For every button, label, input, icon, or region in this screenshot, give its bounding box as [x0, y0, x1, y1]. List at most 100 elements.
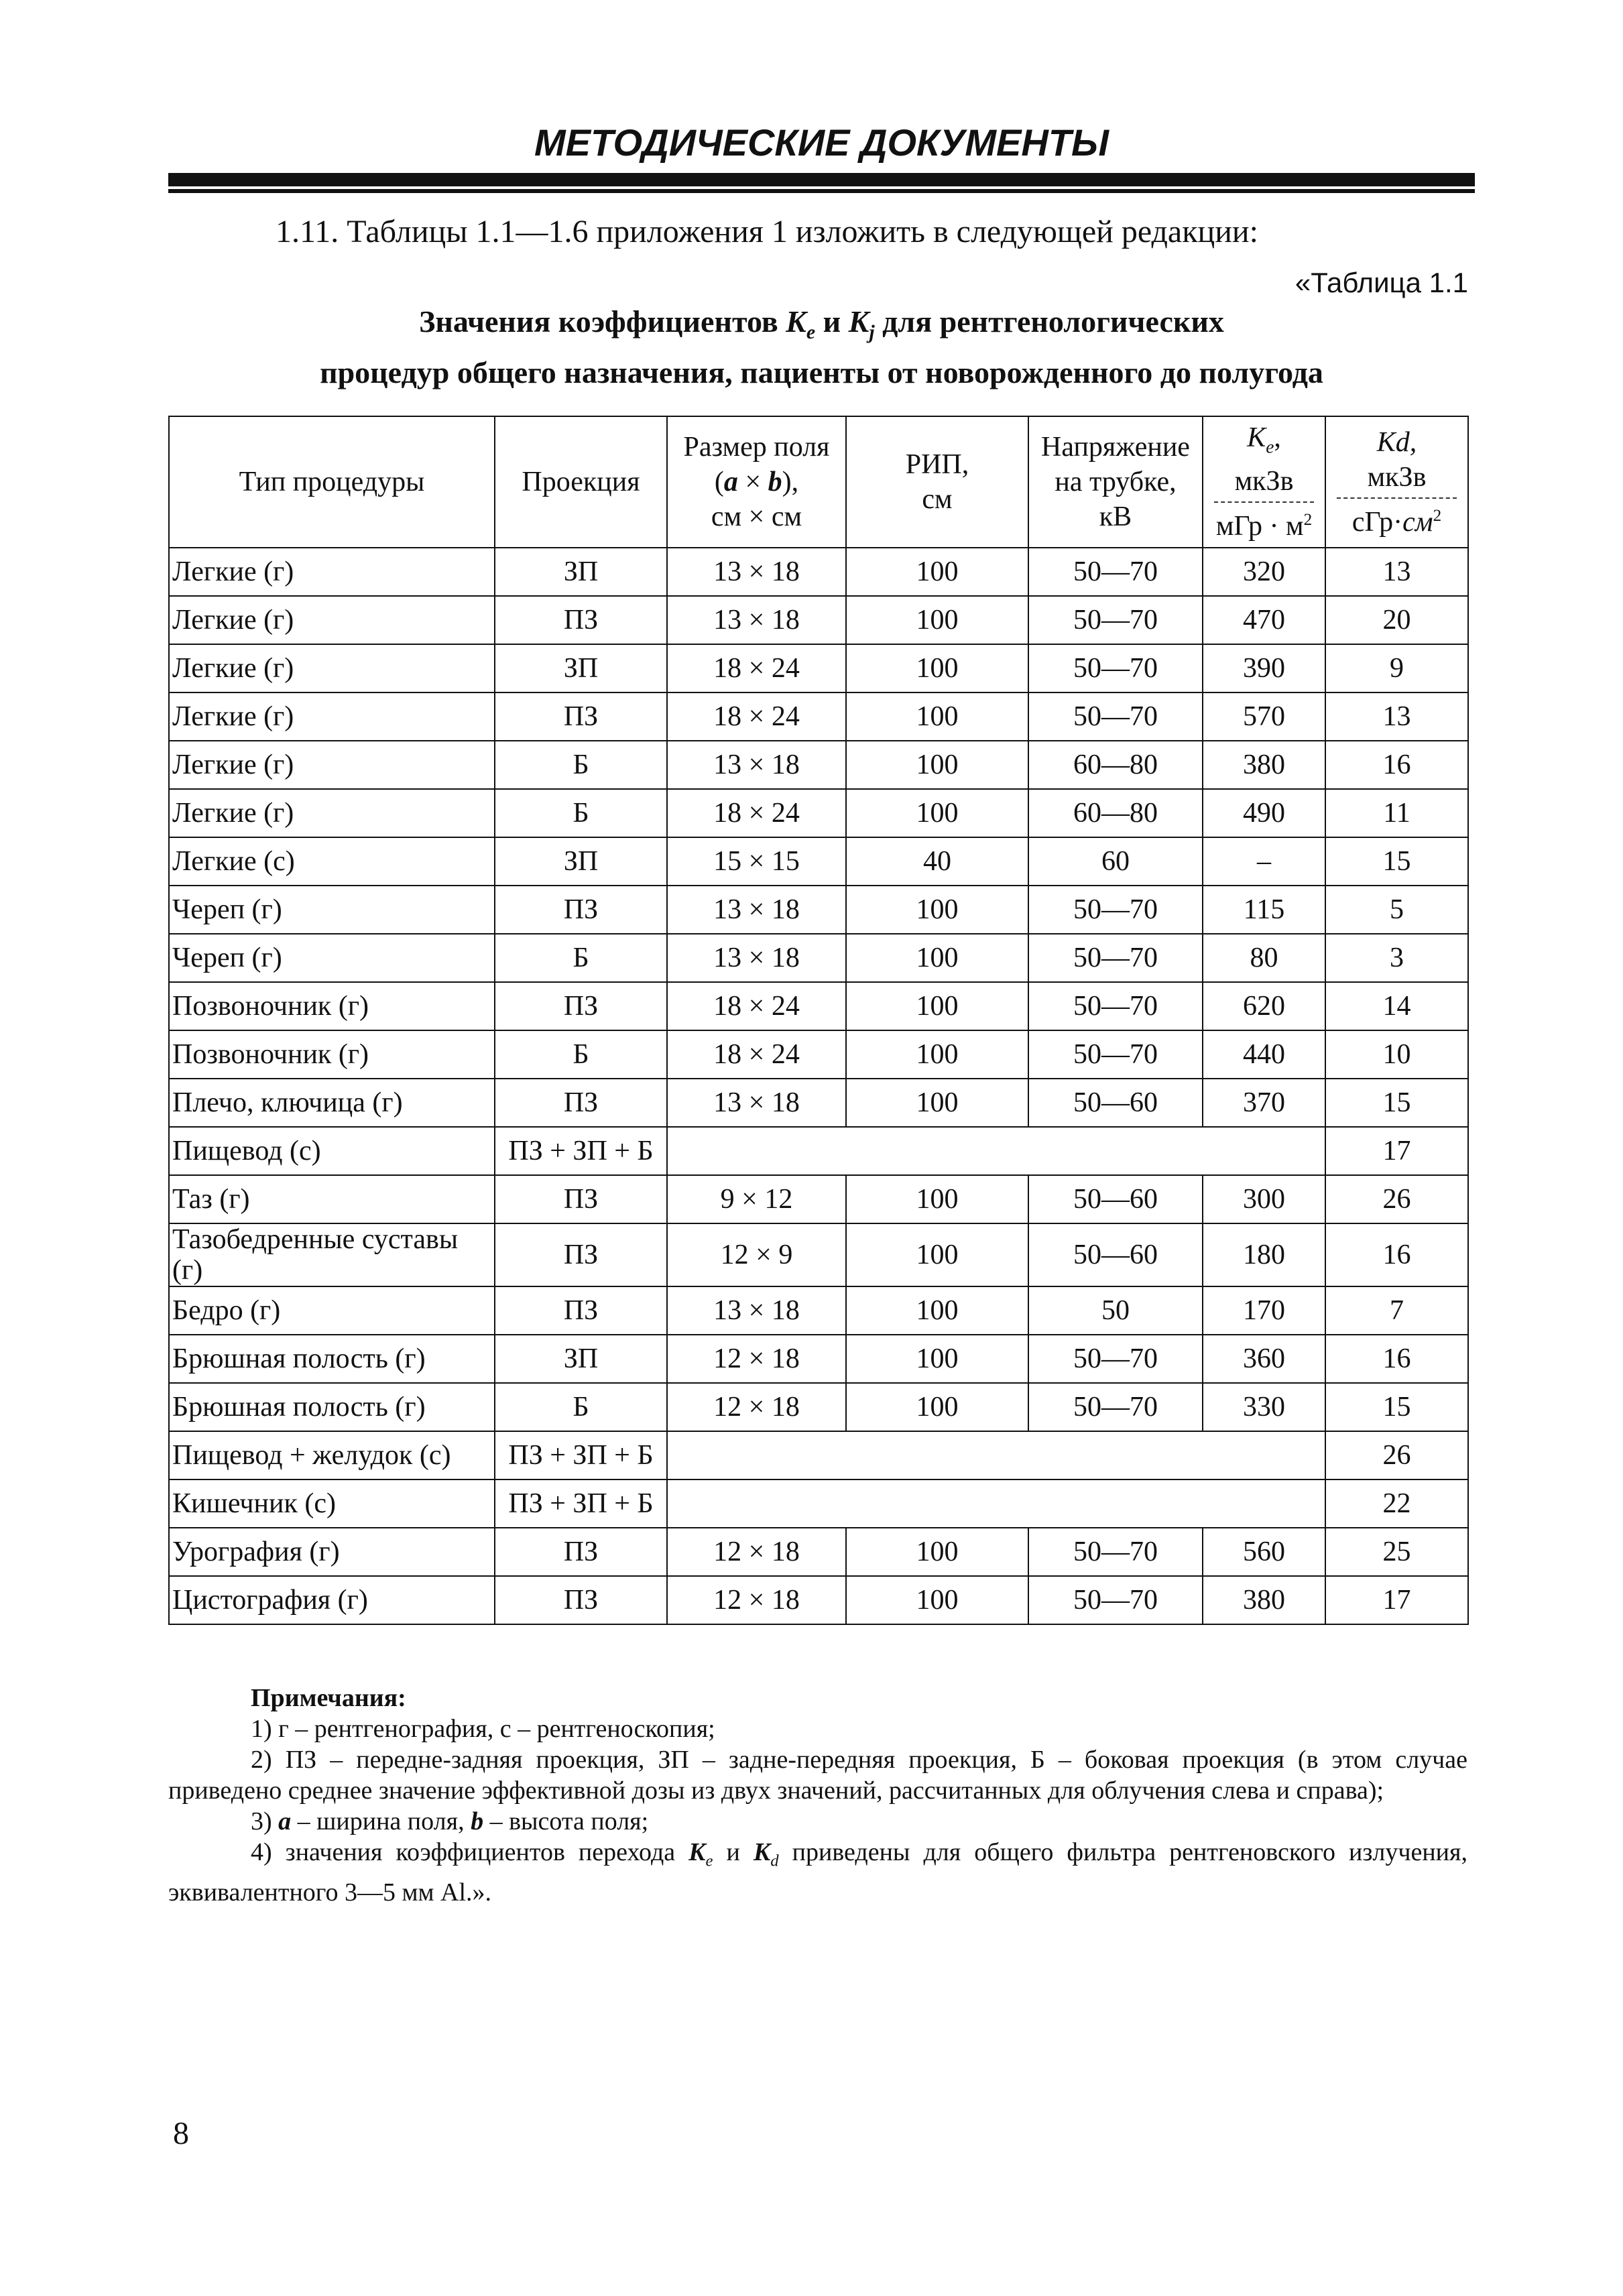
- text-run: приведены для общего фильтра рентгеновск…: [168, 1838, 1467, 1907]
- text-run: 2: [1303, 511, 1313, 530]
- table-cell: 25: [1325, 1527, 1469, 1577]
- table-cell: Легкие (г): [168, 788, 495, 838]
- table-cell: 60—80: [1028, 788, 1203, 838]
- table-cell: 13 × 18: [666, 547, 847, 597]
- table-cell: 100: [845, 547, 1029, 597]
- table-cell: 16: [1325, 740, 1469, 790]
- table-cell: 620: [1202, 981, 1326, 1031]
- table-cell: Череп (г): [168, 885, 495, 934]
- table-row: Брюшная полость (г) Б 12 × 18 100 50—70 330 15: [168, 1382, 1469, 1432]
- text-run: кВ: [1099, 501, 1132, 532]
- table-cell: Легкие (г): [168, 547, 495, 597]
- text-run: (: [714, 467, 724, 497]
- title-line: Значения коэффициентов Ke и Kj для рентг…: [168, 302, 1475, 353]
- text-run: и: [713, 1838, 754, 1866]
- header-cell: Ke, мкЗв мГр · м2: [1202, 416, 1326, 548]
- table-cell: 170: [1202, 1286, 1326, 1335]
- table-cell: 390: [1202, 644, 1326, 693]
- table-row: Тазобедренные суставы (г) ПЗ 12 × 9 100 50—6…: [168, 1223, 1469, 1287]
- table-row: Кишечник (с) ПЗ + ЗП + Б 22: [168, 1479, 1469, 1528]
- text-run: ,: [1274, 422, 1281, 453]
- table-cell: 15: [1325, 1078, 1469, 1128]
- table-cell: Череп (г): [168, 933, 495, 983]
- table-cell: 13 × 18: [666, 595, 847, 645]
- table-cell: 50—70: [1028, 692, 1203, 741]
- header-title: МЕТОДИЧЕСКИЕ ДОКУМЕНТЫ: [534, 121, 1109, 164]
- text-run: – высота поля;: [483, 1807, 649, 1835]
- table-cell: Легкие (г): [168, 740, 495, 790]
- table-cell: ПЗ + ЗП + Б: [494, 1431, 668, 1480]
- text-run: a: [278, 1807, 292, 1835]
- table-cell: 50—60: [1028, 1223, 1203, 1287]
- text-run: j: [869, 321, 875, 344]
- table-cell: 100: [845, 1174, 1029, 1224]
- table-cell: Б: [494, 1030, 668, 1079]
- table-cell: 180: [1202, 1223, 1326, 1287]
- table-cell: ПЗ: [494, 1223, 668, 1287]
- header-denominator: мГр · м2: [1214, 501, 1314, 544]
- text-run: 1) г – рентгенография, с – рентгеноскопи…: [251, 1715, 715, 1743]
- table-cell: 100: [845, 1030, 1029, 1079]
- table-cell: ПЗ: [494, 1078, 668, 1128]
- table-cell: Брюшная полость (г): [168, 1334, 495, 1384]
- note-item: 3) a – ширина поля, b – высота поля;: [168, 1806, 1467, 1837]
- text-run: мкЗв: [1234, 466, 1294, 497]
- text-run: e: [806, 321, 816, 344]
- table-cell: 50—60: [1028, 1174, 1203, 1224]
- table-row: Легкие (г) ЗП 13 × 18 100 50—70 320 13: [168, 547, 1469, 597]
- table-cell: Пищевод (с): [168, 1126, 495, 1176]
- table-cell: 380: [1202, 740, 1326, 790]
- table-cell: 50—70: [1028, 933, 1203, 983]
- note-item: 2) ПЗ – передне-задняя проекция, ЗП – за…: [168, 1744, 1467, 1806]
- table-row: Позвоночник (г) ПЗ 18 × 24 100 50—70 620 14: [168, 981, 1469, 1031]
- table-row: Позвоночник (г) Б 18 × 24 100 50—70 440 10: [168, 1030, 1469, 1079]
- table-cell: 50—70: [1028, 547, 1203, 597]
- header-cell: Проекция: [494, 416, 668, 548]
- text-run: Kd,: [1376, 426, 1417, 458]
- text-run: Проекция: [522, 467, 640, 497]
- text-run: b: [768, 467, 782, 497]
- empty-cell: [666, 1431, 1326, 1480]
- table-cell: 100: [845, 1078, 1029, 1128]
- header-cell: Размер поля (a × b), см × см: [666, 416, 847, 548]
- table-cell: –: [1202, 837, 1326, 886]
- header-line: Kd,: [1330, 425, 1463, 460]
- table-cell: 13 × 18: [666, 740, 847, 790]
- text-run: K: [848, 304, 869, 339]
- table-row: Бедро (г) ПЗ 13 × 18 100 50 170 7: [168, 1286, 1469, 1335]
- header-line: мкЗв: [1207, 464, 1321, 499]
- header-line: Тип процедуры: [174, 465, 490, 499]
- table-cell: 490: [1202, 788, 1326, 838]
- text-run: и: [815, 304, 849, 339]
- table-cell: Позвоночник (г): [168, 981, 495, 1031]
- table-cell: ЗП: [494, 644, 668, 693]
- table-cell: 22: [1325, 1479, 1469, 1528]
- table-cell: ПЗ: [494, 885, 668, 934]
- table-title: Значения коэффициентов Ke и Kj для рентг…: [168, 302, 1475, 393]
- table-row: Легкие (с) ЗП 15 × 15 40 60–15: [168, 837, 1469, 886]
- notes: Примечания: 1) г – рентгенография, с – ре…: [168, 1683, 1467, 1908]
- table-cell: 100: [845, 1223, 1029, 1287]
- table-cell: ПЗ: [494, 1575, 668, 1625]
- header-rule: [168, 173, 1475, 189]
- empty-cell: [666, 1126, 1326, 1176]
- table-cell: 440: [1202, 1030, 1326, 1079]
- header-row: Тип процедуры Проекция Размер поля (a × b),…: [168, 416, 1469, 548]
- table-cell: 360: [1202, 1334, 1326, 1384]
- table-cell: 15: [1325, 1382, 1469, 1432]
- header-cell: РИП, см: [845, 416, 1029, 548]
- table-cell: Позвоночник (г): [168, 1030, 495, 1079]
- table-cell: Тазобедренные суставы (г): [168, 1223, 495, 1287]
- text-run: 3): [251, 1807, 279, 1835]
- table-cell: 18 × 24: [666, 1030, 847, 1079]
- table-cell: 300: [1202, 1174, 1326, 1224]
- table-cell: 13 × 18: [666, 1286, 847, 1335]
- table-cell: 12 × 18: [666, 1575, 847, 1625]
- table: Тип процедуры Проекция Размер поля (a × b),…: [168, 416, 1469, 1625]
- header-cell: Тип процедуры: [168, 416, 495, 548]
- text-run: K: [688, 1838, 706, 1866]
- table-cell: Легкие (с): [168, 837, 495, 886]
- table-cell: Урография (г): [168, 1527, 495, 1577]
- table-cell: Легкие (г): [168, 692, 495, 741]
